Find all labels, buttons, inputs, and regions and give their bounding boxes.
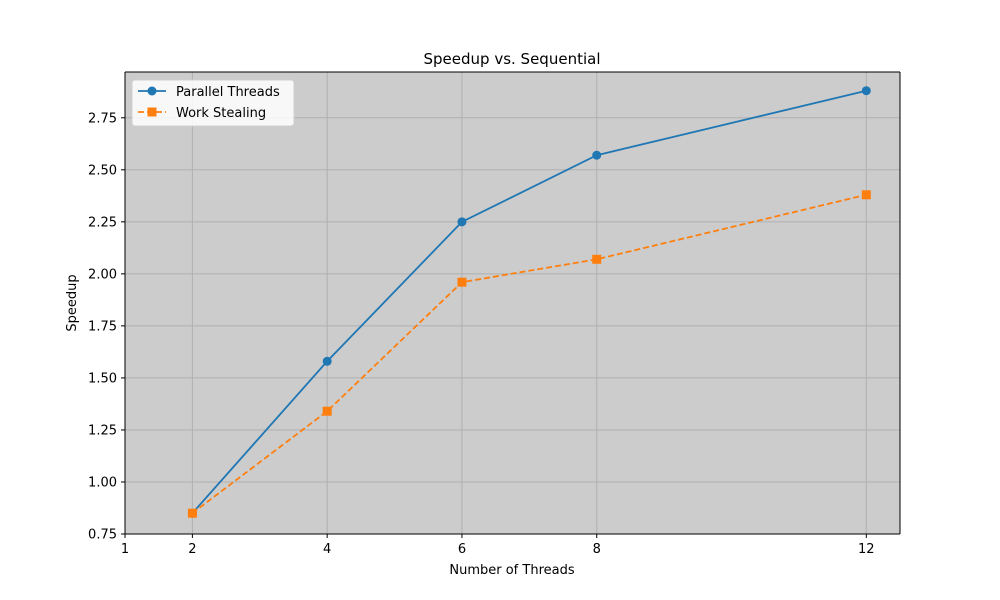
legend-box (131, 79, 295, 127)
legend-marker-parallel-threads (147, 86, 157, 96)
y-tick-label: 2.25 (88, 215, 117, 230)
x-axis-label: Number of Threads (449, 563, 574, 578)
y-tick-label: 2.00 (88, 267, 117, 282)
data-point-parallel-threads (457, 217, 467, 227)
y-tick-label: 1.75 (88, 319, 117, 334)
x-tick-label: 2 (188, 542, 196, 557)
series-layer (187, 86, 871, 518)
plot-area (125, 72, 900, 534)
y-tick-label: 1.25 (88, 423, 117, 438)
data-point-work-stealing (322, 406, 332, 416)
legend-marker-work-stealing (147, 107, 157, 117)
axes (124, 71, 901, 535)
y-axis-label: Speedup (65, 274, 80, 331)
y-tick-label: 2.50 (88, 163, 117, 178)
x-tick-label: 12 (858, 542, 875, 557)
x-tick-label: 4 (323, 542, 331, 557)
y-tick-label: 0.75 (88, 528, 117, 543)
x-tick-label: 1 (121, 542, 129, 557)
data-point-parallel-threads (861, 86, 871, 96)
data-point-work-stealing (861, 190, 871, 200)
y-tick-label: 2.75 (88, 111, 117, 126)
chart-title: Speedup vs. Sequential (424, 50, 601, 68)
y-tick-label: 1.50 (88, 371, 117, 386)
data-point-work-stealing (592, 254, 602, 264)
data-point-parallel-threads (592, 150, 602, 160)
x-tick-label: 6 (458, 542, 466, 557)
y-tick-label: 1.00 (88, 475, 117, 490)
x-tick-label: 8 (593, 542, 601, 557)
ticks: 1 2 4 6 8 120.751.001.251.501.752.002.252.502… (88, 111, 875, 557)
data-point-work-stealing (457, 277, 467, 287)
data-point-parallel-threads (322, 356, 332, 366)
legend-label-parallel-threads: Parallel Threads (176, 85, 280, 100)
data-point-work-stealing (187, 508, 197, 518)
grid (124, 72, 900, 535)
legend: Parallel Threads Work Stealing (131, 79, 295, 127)
legend-label-work-stealing: Work Stealing (176, 106, 266, 121)
